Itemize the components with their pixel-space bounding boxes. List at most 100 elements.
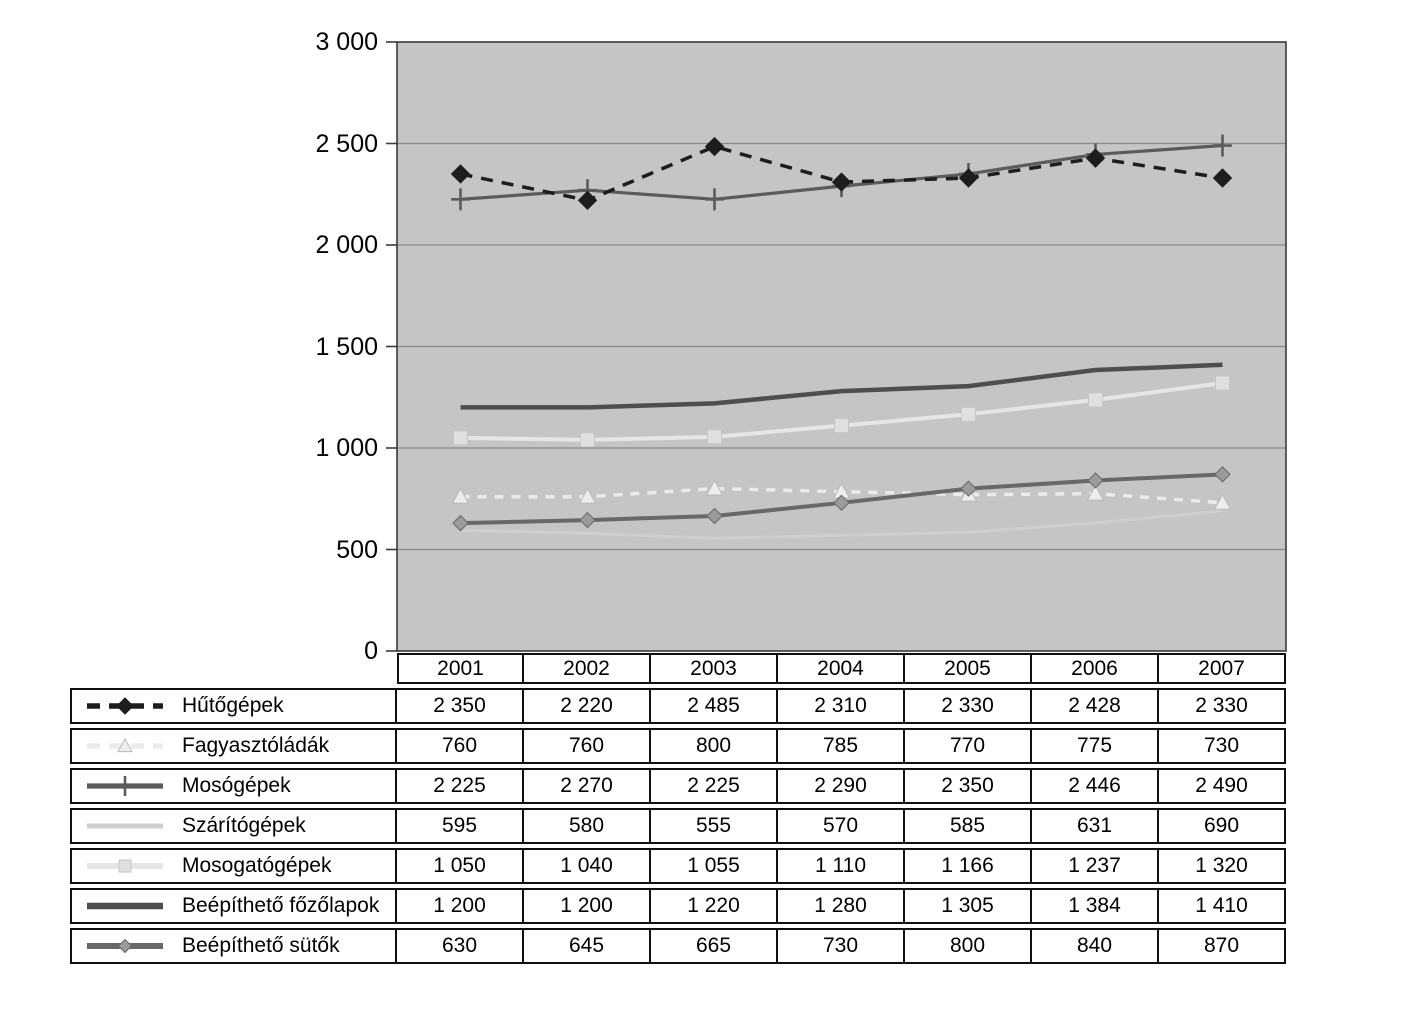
diamond-marker — [1087, 472, 1104, 489]
value-cell: 2 485 — [651, 688, 778, 724]
y-tick-label: 1 500 — [315, 332, 378, 361]
diamond-marker — [117, 938, 133, 954]
value-cell: 870 — [1159, 928, 1286, 964]
value-cell: 631 — [1032, 808, 1159, 844]
square-marker — [1215, 375, 1230, 391]
diamond-marker — [831, 172, 852, 192]
value-cell: 2 350 — [905, 768, 1032, 804]
legend-label: Hűtőgépek — [182, 694, 284, 717]
value-cell: 800 — [905, 928, 1032, 964]
value-cell: 2 225 — [397, 768, 524, 804]
value-cell: 785 — [778, 728, 905, 764]
triangle-marker — [705, 479, 724, 496]
value-cell: 1 237 — [1032, 848, 1159, 884]
value-cell: 2 428 — [1032, 688, 1159, 724]
year-cell: 2002 — [524, 653, 651, 684]
series-2 — [451, 479, 1232, 510]
value-cell: 1 280 — [778, 888, 905, 924]
value-cell: 665 — [651, 928, 778, 964]
value-cell: 840 — [1032, 928, 1159, 964]
legend-label: Beépíthető sütők — [182, 934, 340, 957]
value-cell: 2 270 — [524, 768, 651, 804]
year-cell: 2004 — [778, 653, 905, 684]
value-cell: 730 — [778, 928, 905, 964]
legend-cell: Mosógépek — [70, 768, 397, 804]
value-cell: 690 — [1159, 808, 1286, 844]
year-cell: 2005 — [905, 653, 1032, 684]
y-tick-label: 2 500 — [315, 129, 378, 158]
value-cell: 1 410 — [1159, 888, 1286, 924]
diamond-marker — [1214, 466, 1231, 483]
square-marker — [453, 430, 468, 446]
value-cell: 555 — [651, 808, 778, 844]
legend-label: Mosógépek — [182, 774, 291, 797]
value-cell: 645 — [524, 928, 651, 964]
legend-cell: Szárítógépek — [70, 808, 397, 844]
value-cell: 1 305 — [905, 888, 1032, 924]
value-cell: 570 — [778, 808, 905, 844]
value-cell: 775 — [1032, 728, 1159, 764]
value-cell: 2 490 — [1159, 768, 1286, 804]
diamond-marker — [1212, 168, 1233, 188]
value-cell: 2 290 — [778, 768, 905, 804]
table-corner-spacer — [70, 653, 397, 684]
diamond-marker — [452, 514, 469, 532]
series-line — [460, 362, 1223, 410]
year-cell: 2007 — [1159, 653, 1286, 684]
legend-key — [87, 697, 163, 715]
value-cell: 2 350 — [397, 688, 524, 724]
year-cell: 2003 — [651, 653, 778, 684]
y-tick-label: 1 000 — [315, 434, 378, 462]
series-6 — [460, 362, 1223, 410]
diamond-marker — [577, 190, 598, 211]
year-cell: 2006 — [1032, 653, 1159, 684]
diamond-marker — [960, 480, 977, 497]
diamond-marker — [833, 494, 850, 512]
legend-label: Mosogatógépek — [182, 854, 332, 877]
series-line — [460, 509, 1223, 540]
year-cell: 2001 — [397, 653, 524, 684]
legend-cell: Fagyasztóládák — [70, 728, 397, 764]
square-marker — [580, 432, 595, 448]
value-cell: 760 — [397, 728, 524, 764]
legend-key — [87, 859, 163, 873]
y-tick-label: 2 000 — [315, 231, 378, 259]
square-marker — [1088, 392, 1103, 408]
value-cell: 1 200 — [397, 888, 524, 924]
legend-cell: Beépíthető főzőlapok — [70, 888, 397, 924]
square-marker — [834, 418, 849, 434]
series-5 — [453, 375, 1230, 448]
diamond-marker — [1085, 148, 1106, 168]
value-cell: 585 — [905, 808, 1032, 844]
diamond-marker — [450, 164, 471, 184]
square-marker — [707, 429, 722, 445]
legend-key — [87, 938, 163, 954]
value-cell: 1 040 — [524, 848, 651, 884]
legend-label: Beépíthető főzőlapok — [182, 894, 380, 917]
value-cell: 1 055 — [651, 848, 778, 884]
y-tick-label: 500 — [336, 535, 378, 564]
triangle-marker — [578, 487, 597, 504]
value-cell: 730 — [1159, 728, 1286, 764]
value-cell: 1 166 — [905, 848, 1032, 884]
legend-cell: Mosogatógépek — [70, 848, 397, 884]
diamond-marker — [579, 511, 596, 529]
square-marker — [118, 859, 132, 873]
diamond-marker — [958, 168, 979, 188]
y-tick-label: 0 — [364, 637, 378, 665]
value-cell: 580 — [524, 808, 651, 844]
value-cell: 1 220 — [651, 888, 778, 924]
triangle-marker — [451, 487, 470, 504]
legend-label: Fagyasztóládák — [182, 734, 330, 757]
series-1 — [450, 136, 1233, 211]
value-cell: 2 330 — [905, 688, 1032, 724]
value-cell: 1 110 — [778, 848, 905, 884]
legend-key — [87, 737, 163, 753]
value-cell: 1 200 — [524, 888, 651, 924]
triangle-marker — [1213, 493, 1232, 510]
value-cell: 760 — [524, 728, 651, 764]
series-4 — [460, 509, 1223, 540]
legend-key — [87, 776, 163, 796]
square-marker — [961, 406, 976, 422]
